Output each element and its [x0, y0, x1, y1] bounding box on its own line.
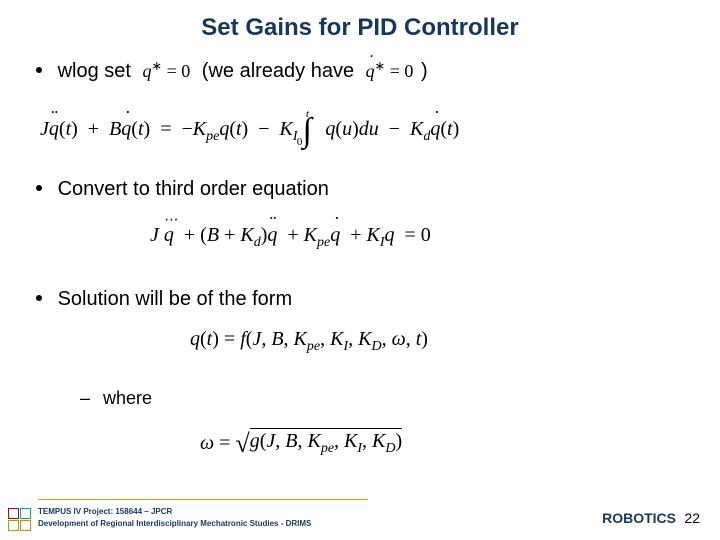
- bullet-2: Convert to third order equation: [36, 178, 329, 201]
- equation-4: ω = √g(J, B, Kpe, KI, KD): [200, 426, 402, 459]
- bullet-2-text: Convert to third order equation: [58, 178, 329, 200]
- footer-line-1: TEMPUS IV Project: 158644 – JPCR: [38, 507, 172, 516]
- equation-1: Jq(t) + Bq(t) = −Kpeq(t) − KI ∫t0 q(u)du…: [40, 106, 459, 145]
- bullet-3-text: Solution will be of the form: [58, 288, 293, 310]
- page-number: 22: [684, 510, 700, 526]
- bullet-3: Solution will be of the form: [36, 288, 292, 311]
- footer-brand: ROBOTICS: [602, 510, 676, 526]
- sub-bullet-1-text: where: [103, 388, 152, 408]
- slide-title: Set Gains for PID Controller: [0, 14, 720, 42]
- footer-divider: [38, 499, 368, 500]
- bullet-1-text-post: ): [421, 60, 428, 82]
- bullet-1-text-mid: (we already have: [202, 60, 354, 82]
- bullet-1-text-pre: wlog set: [58, 60, 131, 82]
- equation-3: q(t) = f(J, B, Kpe, KI, KD, ω, t): [190, 328, 428, 355]
- inline-eq-qstar-b: q∗ = 0: [366, 61, 414, 81]
- logo-icon: [6, 506, 34, 534]
- bullet-dot-icon: [36, 67, 42, 73]
- footer-line-2: Development of Regional Interdisciplinar…: [38, 519, 311, 528]
- sub-bullet-1: – where: [80, 388, 152, 409]
- bullet-1: wlog set q∗ = 0 (we already have q∗ = 0 …: [36, 58, 428, 83]
- inline-eq-qstar-a: q∗ = 0: [143, 61, 191, 81]
- bullet-dot-icon: [36, 295, 42, 301]
- equation-2: J q + (B + Kd)q + Kpeq + KIq = 0: [150, 224, 431, 251]
- dash-icon: –: [80, 388, 90, 408]
- bullet-dot-icon: [36, 185, 42, 191]
- slide: Set Gains for PID Controller wlog set q∗…: [0, 0, 720, 540]
